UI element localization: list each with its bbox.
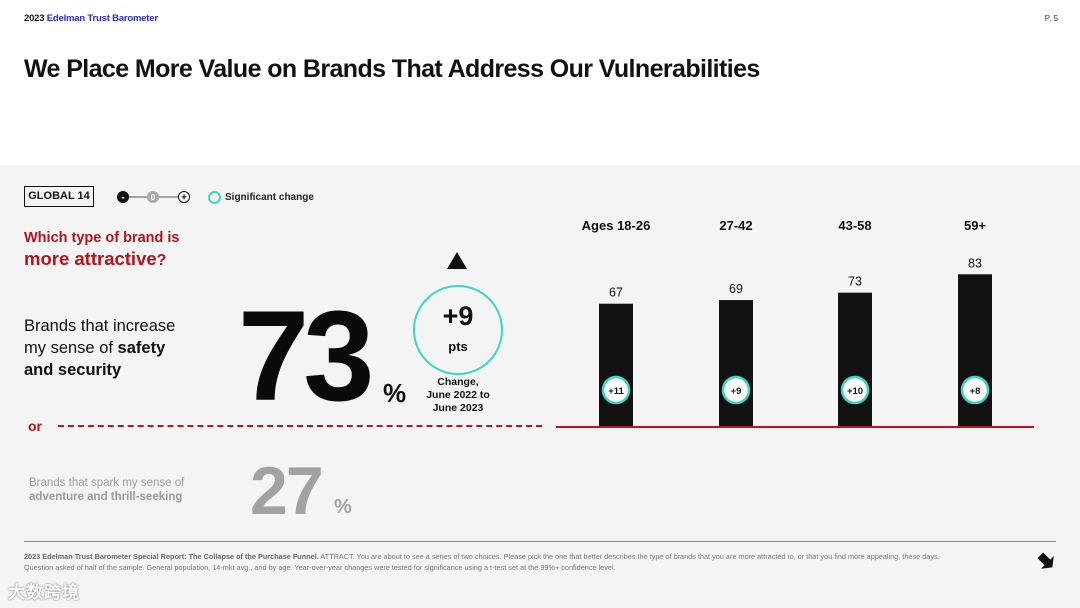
dashed-divider <box>58 425 542 427</box>
change-circle <box>601 375 631 405</box>
change-caption-line3: June 2023 <box>432 402 484 414</box>
footnote-text: ATTRACT. You are about to see a series o… <box>24 552 940 572</box>
bar <box>599 303 633 427</box>
change-caption-line2: June 2022 to <box>426 389 490 401</box>
question-mark: ? <box>156 252 167 269</box>
option-a-unit: % <box>383 378 407 408</box>
option-b-line2-bold: adventure and thrill-seeking <box>29 491 183 503</box>
data-label: 69 <box>729 282 743 296</box>
page-title: We Place More Value on Brands That Addre… <box>24 55 760 83</box>
change-label: +9 <box>731 386 742 397</box>
age-bar-chart: Ages 18-26 67 +11 27-42 69 +9 43-58 73 +10 59+ 83 +… <box>556 218 1034 428</box>
category-label: 43-58 <box>838 218 871 233</box>
significant-change-icon <box>208 191 221 204</box>
question-emphasis: more attractive <box>24 248 157 269</box>
category-label: 59+ <box>964 218 986 233</box>
change-circle <box>960 375 990 405</box>
global-label-box: GLOBAL 14 <box>24 186 94 207</box>
option-a-value: 73 <box>238 285 374 428</box>
bar <box>719 300 753 427</box>
change-scale-legend: - 0 + <box>117 191 190 204</box>
content-panel <box>0 165 1080 608</box>
change-unit: pts <box>448 339 468 354</box>
option-a-line3-bold: and security <box>24 361 122 379</box>
question-line2: more attractive? <box>24 248 166 270</box>
or-label: or <box>28 418 42 434</box>
option-a-line2: my sense of safety <box>24 337 224 359</box>
page-number: P. 5 <box>1044 14 1058 23</box>
change-caption: Change, June 2022 to June 2023 <box>413 376 503 415</box>
change-badge: +9 pts <box>413 285 503 375</box>
zero-dot <box>147 191 159 203</box>
bar <box>838 292 872 427</box>
footnote-source: 2023 Edelman Trust Barometer Special Rep… <box>24 552 319 561</box>
increase-triangle-icon <box>447 252 467 269</box>
watermark: 大数跨境 <box>8 583 80 602</box>
zero-sign: 0 <box>151 192 156 202</box>
top-bar <box>0 0 1080 165</box>
category-label: Ages 18-26 <box>582 218 651 233</box>
data-label: 83 <box>968 256 982 270</box>
brand-logo-text: 2023 Edelman Trust Barometer <box>24 13 158 24</box>
change-circle <box>721 375 751 405</box>
brand-year: 2023 <box>24 13 45 24</box>
footnote: 2023 Edelman Trust Barometer Special Rep… <box>24 552 954 573</box>
footer-divider <box>24 541 1056 542</box>
option-b-line1: Brands that spark my sense of <box>29 477 185 489</box>
minus-dot <box>117 191 129 203</box>
option-a-label: Brands that increase my sense of safety … <box>24 315 224 381</box>
option-a-line1: Brands that increase <box>24 317 176 335</box>
option-a-line3: and security <box>24 359 224 381</box>
option-b-line2: adventure and thrill-seeking <box>29 490 229 504</box>
data-label: 67 <box>609 286 623 300</box>
plus-dot <box>178 191 190 203</box>
category-label: 27-42 <box>719 218 752 233</box>
brand-name: Edelman Trust Barometer <box>46 13 158 24</box>
option-a-line2-prefix: my sense of <box>24 339 118 357</box>
option-b-label: Brands that spark my sense of adventure … <box>29 476 229 504</box>
option-b-unit: % <box>334 496 352 518</box>
data-label: 73 <box>848 275 862 289</box>
change-caption-line1: Change, <box>437 376 479 388</box>
next-arrow-icon[interactable] <box>1036 551 1056 571</box>
plus-sign: + <box>181 193 187 204</box>
change-label: +10 <box>847 386 863 397</box>
significant-change-label: Significant change <box>225 192 314 203</box>
change-value: +9 <box>442 301 474 331</box>
option-b-value: 27 <box>250 453 324 529</box>
minus-sign: - <box>121 193 124 204</box>
change-circle <box>840 375 870 405</box>
question-line1: Which type of brand is <box>24 230 180 246</box>
change-label: +11 <box>608 386 624 397</box>
change-label: +8 <box>970 386 981 397</box>
option-a-line2-bold: safety <box>117 339 166 357</box>
